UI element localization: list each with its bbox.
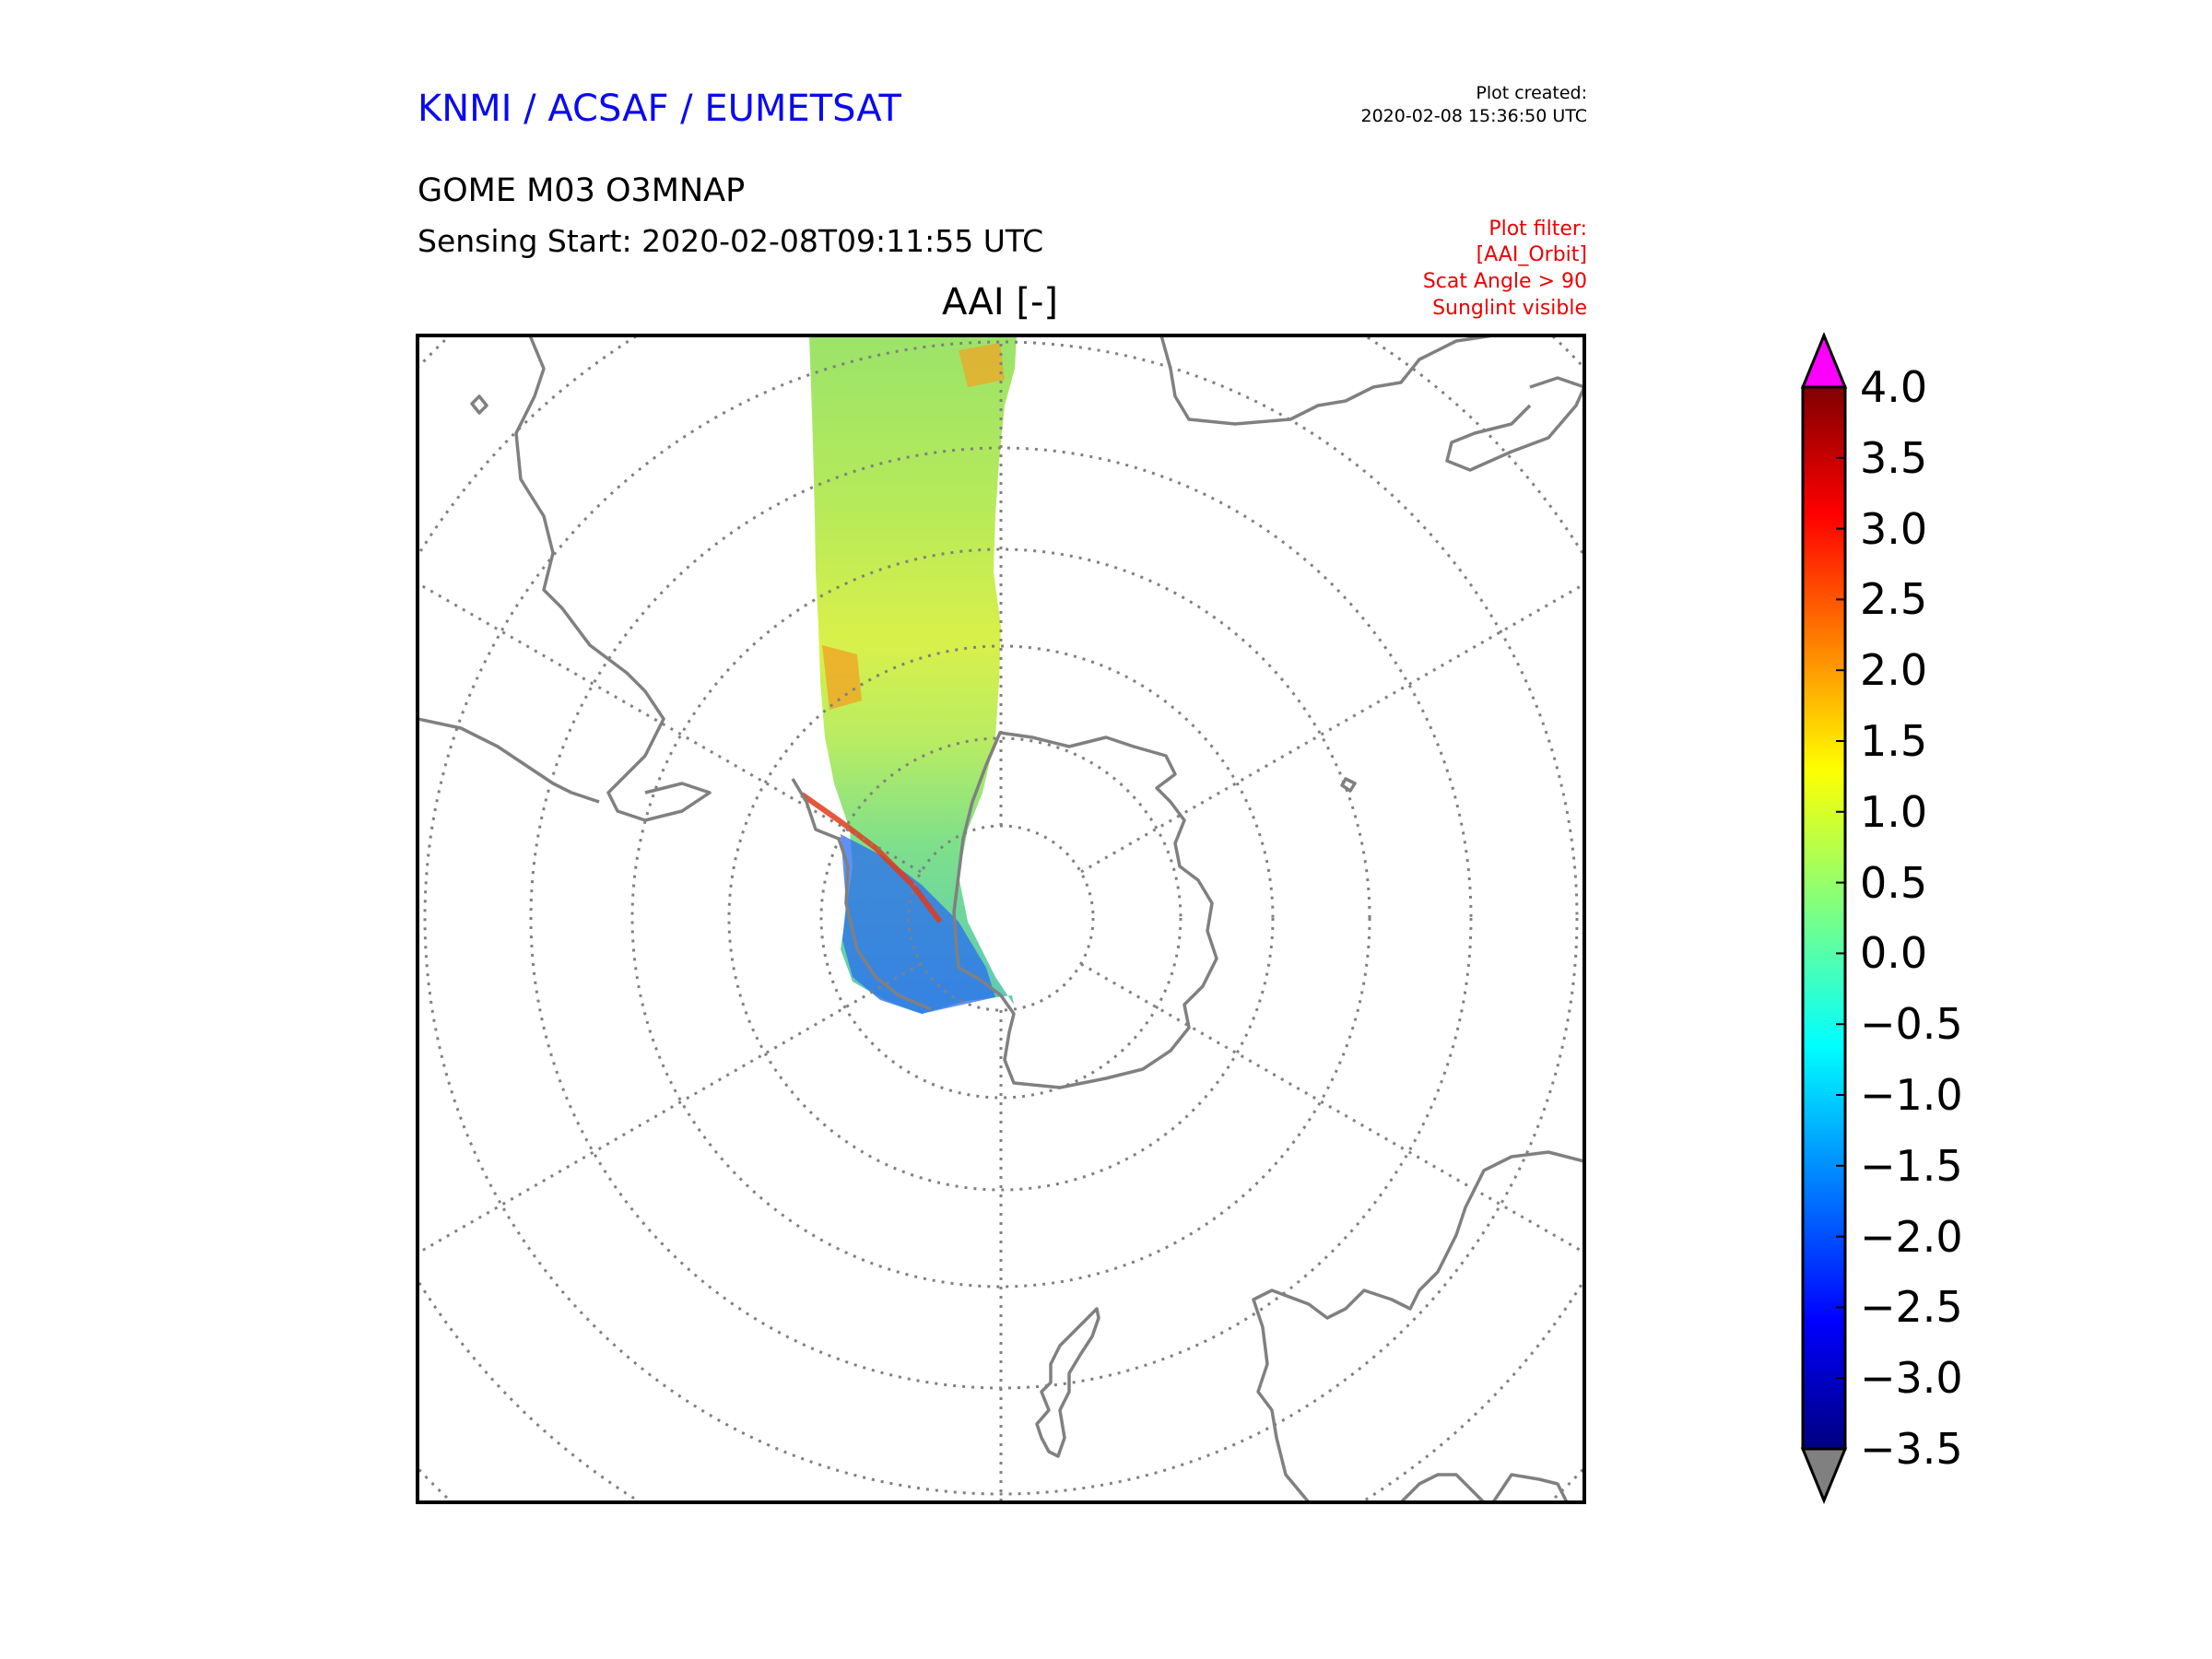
colorbar-tick-label: 2.0 bbox=[1860, 645, 1928, 696]
plot-filter-heading: Plot filter: bbox=[1488, 218, 1587, 241]
colorbar-tick-label: −1.5 bbox=[1860, 1140, 1963, 1191]
antarctic-peninsula-coast bbox=[952, 731, 1218, 1089]
plot-filter-item: [AAI_Orbit] bbox=[1476, 243, 1587, 266]
new-zealand-coast bbox=[1035, 1307, 1100, 1458]
colorbar-tick-label: −1.0 bbox=[1860, 1070, 1963, 1120]
colorbar-tick-label: −3.0 bbox=[1860, 1353, 1963, 1404]
colorbar-ticks bbox=[1836, 386, 1845, 1450]
colorbar-tick-label: 3.0 bbox=[1860, 503, 1928, 554]
island-coast bbox=[1340, 777, 1357, 793]
colorbar-tick-label: −2.5 bbox=[1860, 1282, 1963, 1333]
plot-filter-item: Sunglint visible bbox=[1432, 297, 1587, 320]
australia-coast bbox=[1252, 1150, 1584, 1502]
map-frame bbox=[416, 334, 1586, 1504]
colorbar-tick-label: 3.5 bbox=[1860, 432, 1928, 483]
africa-coast bbox=[1159, 335, 1584, 472]
plot-created-label: Plot created: bbox=[1476, 83, 1587, 103]
organisation-title: KNMI / ACSAF / EUMETSAT bbox=[418, 88, 901, 130]
colorbar-tick-label: −0.5 bbox=[1860, 999, 1963, 1050]
island-coast bbox=[470, 394, 488, 415]
swath-orange-patch bbox=[822, 645, 862, 710]
south-america-coast bbox=[418, 335, 932, 1011]
plot-created-value: 2020-02-08 15:36:50 UTC bbox=[1360, 106, 1588, 126]
colorbar-tick-label: −3.5 bbox=[1860, 1424, 1963, 1474]
colorbar-over-triangle bbox=[1800, 332, 1848, 389]
colorbar-gradient bbox=[1801, 385, 1847, 1451]
plot-title: AAI [-] bbox=[942, 281, 1058, 324]
colorbar-tick-label: −2.0 bbox=[1860, 1211, 1963, 1262]
colorbar-under-triangle bbox=[1800, 1447, 1848, 1504]
graticule bbox=[418, 335, 1584, 1502]
aai-swath bbox=[809, 335, 1017, 1014]
colorbar-tick-label: 2.5 bbox=[1860, 574, 1928, 625]
colorbar-tick-label: 1.0 bbox=[1860, 786, 1928, 837]
colorbar-tick-label: 4.0 bbox=[1860, 362, 1928, 412]
colorbar bbox=[1800, 332, 1848, 1504]
swath-high-aai-streak bbox=[800, 792, 943, 924]
coastlines bbox=[418, 335, 1584, 1502]
plot-filter-item: Scat Angle > 90 bbox=[1422, 270, 1587, 293]
swath-orange-patch bbox=[959, 343, 1005, 387]
colorbar-tick-label: 0.0 bbox=[1860, 928, 1928, 979]
product-title: GOME M03 O3MNAP bbox=[418, 172, 746, 209]
swath-low-aai-region bbox=[841, 834, 995, 1014]
colorbar-tick-label: 0.5 bbox=[1860, 857, 1928, 908]
colorbar-tick-label: 1.5 bbox=[1860, 716, 1928, 766]
sensing-start: Sensing Start: 2020-02-08T09:11:55 UTC bbox=[418, 223, 1044, 259]
